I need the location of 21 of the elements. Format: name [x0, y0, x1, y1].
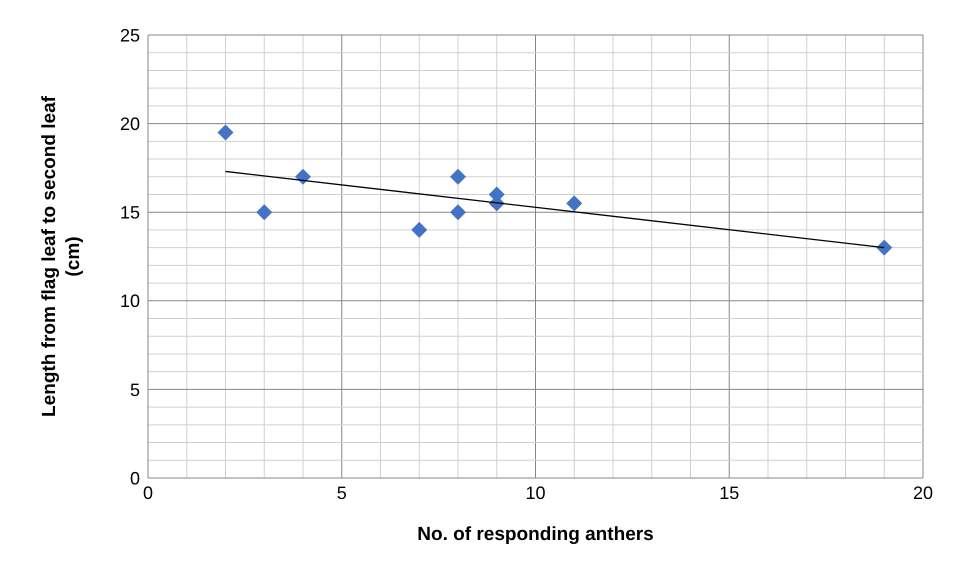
y-tick-label: 25: [120, 25, 140, 46]
x-axis-title: No. of responding anthers: [417, 524, 654, 545]
point: [450, 168, 466, 185]
y-tick-label: 20: [120, 114, 140, 134]
x-tick-label: 15: [719, 482, 740, 503]
y-tick-label: 5: [130, 380, 140, 400]
y-axis-title: Length from flag leaf to second leaf (cm): [39, 95, 84, 417]
point: [256, 204, 272, 220]
point: [218, 124, 234, 140]
y-tick-label: 15: [120, 202, 140, 223]
x-tick-label: 5: [336, 482, 347, 503]
y-tick-label: 10: [120, 291, 140, 312]
point: [411, 222, 428, 238]
x-tick-label: 20: [912, 482, 934, 503]
point: [450, 204, 466, 220]
point: [876, 240, 892, 256]
x-tick-label: 0: [142, 482, 154, 503]
point: [566, 195, 582, 212]
x-tick-label: 10: [525, 482, 546, 503]
point: [295, 168, 311, 185]
y-tick-label: 0: [130, 468, 140, 488]
